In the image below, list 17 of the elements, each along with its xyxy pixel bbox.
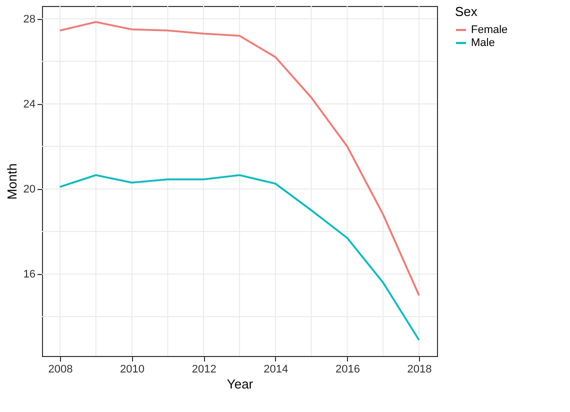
- y-axis-title: Month: [4, 163, 20, 200]
- legend-label: Male: [471, 37, 495, 49]
- line-series: [59, 21, 420, 296]
- legend-title: Sex: [455, 4, 478, 19]
- x-tick-label: 2010: [120, 364, 145, 376]
- x-tick-label: 2014: [264, 364, 288, 376]
- x-tick-label: 2016: [335, 364, 360, 376]
- y-tick-label: 20: [23, 183, 36, 196]
- x-axis-title: Year: [226, 376, 254, 392]
- line-series: [59, 174, 420, 341]
- y-tick-label: 16: [23, 268, 36, 281]
- legend-label: Female: [471, 24, 508, 36]
- x-tick-label: 2012: [192, 364, 216, 376]
- y-tick-label: 28: [23, 13, 36, 26]
- y-tick-label: 24: [23, 98, 36, 110]
- x-tick-label: 2018: [407, 364, 432, 376]
- x-tick-label: 2008: [48, 364, 73, 376]
